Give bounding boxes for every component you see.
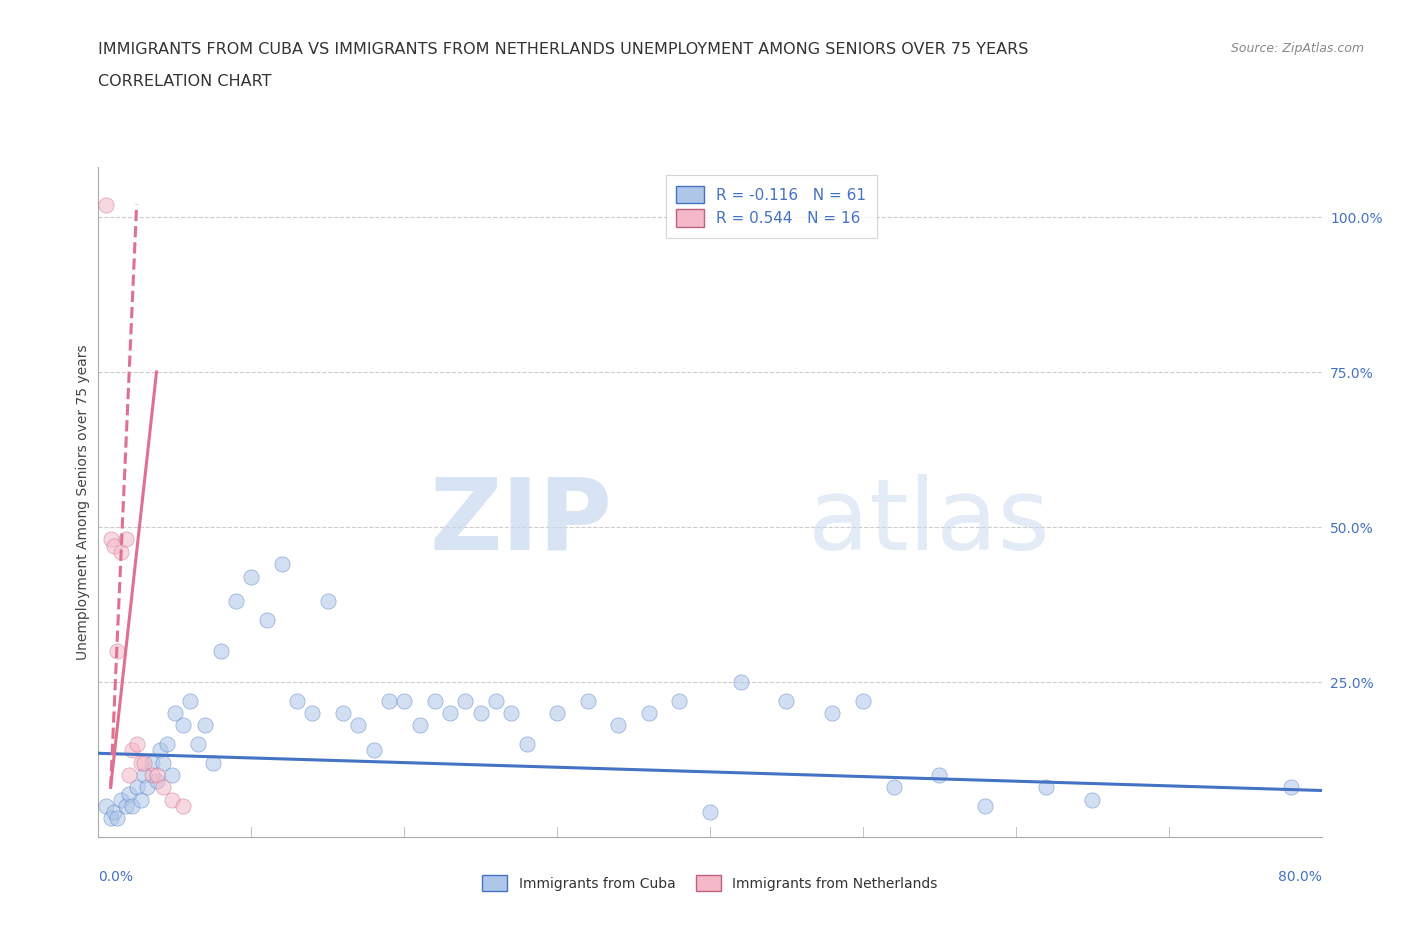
Point — [145, 774, 167, 789]
Point — [454, 693, 477, 708]
Point — [576, 693, 599, 708]
Point — [378, 693, 401, 708]
Point — [240, 569, 263, 584]
Point — [316, 594, 339, 609]
Point — [163, 706, 186, 721]
Point — [105, 644, 128, 658]
Point — [134, 755, 156, 770]
Legend: Immigrants from Cuba, Immigrants from Netherlands: Immigrants from Cuba, Immigrants from Ne… — [477, 870, 943, 897]
Point — [103, 538, 125, 553]
Point — [501, 706, 523, 721]
Point — [285, 693, 308, 708]
Point — [129, 792, 152, 807]
Point — [110, 544, 132, 559]
Point — [125, 737, 148, 751]
Point — [121, 799, 143, 814]
Point — [209, 644, 232, 658]
Point — [136, 780, 159, 795]
Point — [1081, 792, 1104, 807]
Point — [821, 706, 844, 721]
Point — [172, 799, 194, 814]
Point — [118, 786, 141, 801]
Point — [110, 792, 132, 807]
Point — [179, 693, 201, 708]
Point — [141, 755, 163, 770]
Point — [152, 780, 174, 795]
Point — [94, 197, 117, 212]
Point — [546, 706, 568, 721]
Text: atlas: atlas — [808, 473, 1049, 571]
Point — [160, 792, 183, 807]
Point — [149, 743, 172, 758]
Point — [1279, 780, 1302, 795]
Point — [485, 693, 508, 708]
Point — [152, 755, 174, 770]
Point — [94, 799, 117, 814]
Point — [332, 706, 354, 721]
Point — [125, 780, 148, 795]
Point — [118, 767, 141, 782]
Point — [121, 743, 143, 758]
Point — [141, 767, 163, 782]
Point — [103, 804, 125, 819]
Point — [363, 743, 385, 758]
Point — [256, 613, 278, 628]
Text: Source: ZipAtlas.com: Source: ZipAtlas.com — [1230, 42, 1364, 55]
Point — [607, 718, 630, 733]
Point — [115, 799, 138, 814]
Point — [301, 706, 323, 721]
Point — [129, 755, 152, 770]
Text: IMMIGRANTS FROM CUBA VS IMMIGRANTS FROM NETHERLANDS UNEMPLOYMENT AMONG SENIORS O: IMMIGRANTS FROM CUBA VS IMMIGRANTS FROM … — [98, 42, 1029, 57]
Point — [637, 706, 661, 721]
Point — [202, 755, 225, 770]
Point — [225, 594, 247, 609]
Point — [423, 693, 446, 708]
Point — [392, 693, 416, 708]
Point — [730, 674, 752, 689]
Point — [516, 737, 538, 751]
Point — [187, 737, 209, 751]
Point — [470, 706, 492, 721]
Point — [974, 799, 997, 814]
Point — [100, 532, 122, 547]
Y-axis label: Unemployment Among Seniors over 75 years: Unemployment Among Seniors over 75 years — [76, 344, 90, 660]
Point — [100, 811, 122, 826]
Point — [160, 767, 183, 782]
Point — [194, 718, 217, 733]
Point — [852, 693, 875, 708]
Point — [439, 706, 461, 721]
Text: 80.0%: 80.0% — [1278, 870, 1322, 884]
Point — [1035, 780, 1057, 795]
Text: CORRELATION CHART: CORRELATION CHART — [98, 74, 271, 89]
Text: 0.0%: 0.0% — [98, 870, 134, 884]
Point — [115, 532, 138, 547]
Point — [270, 557, 292, 572]
Point — [928, 767, 950, 782]
Point — [883, 780, 905, 795]
Point — [145, 767, 167, 782]
Point — [156, 737, 179, 751]
Point — [775, 693, 797, 708]
Point — [134, 767, 156, 782]
Point — [172, 718, 194, 733]
Point — [347, 718, 370, 733]
Text: ZIP: ZIP — [429, 473, 612, 571]
Point — [408, 718, 430, 733]
Point — [668, 693, 690, 708]
Point — [105, 811, 128, 826]
Point — [699, 804, 721, 819]
